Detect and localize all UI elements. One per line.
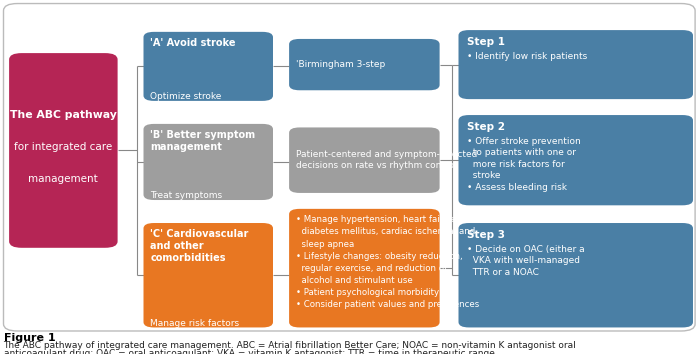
Text: Figure 1: Figure 1 xyxy=(4,333,55,343)
Text: 'A' Avoid stroke: 'A' Avoid stroke xyxy=(150,38,236,48)
Text: Manage risk factors: Manage risk factors xyxy=(150,319,239,327)
Text: Optimize stroke
prevention: Optimize stroke prevention xyxy=(150,92,222,112)
Text: Treat symptoms: Treat symptoms xyxy=(150,191,223,200)
Text: Patient-centered and symptom-directed
decisions on rate vs rhythm control: Patient-centered and symptom-directed de… xyxy=(296,150,477,170)
FancyBboxPatch shape xyxy=(144,223,273,327)
FancyBboxPatch shape xyxy=(144,32,273,101)
Text: The ABC pathway: The ABC pathway xyxy=(10,110,117,120)
Text: anticoagulant drug; OAC = oral anticoagulant; VKA = vitamin K antagonist; TTR = : anticoagulant drug; OAC = oral anticoagu… xyxy=(4,349,497,354)
FancyBboxPatch shape xyxy=(289,39,440,90)
FancyBboxPatch shape xyxy=(289,127,440,193)
Text: 'Birmingham 3-step: 'Birmingham 3-step xyxy=(296,60,385,69)
FancyBboxPatch shape xyxy=(458,30,693,99)
Text: 'B' Better symptom
management: 'B' Better symptom management xyxy=(150,130,256,152)
FancyBboxPatch shape xyxy=(4,4,695,331)
Text: • Identify low risk patients: • Identify low risk patients xyxy=(467,52,587,61)
Text: Step 3: Step 3 xyxy=(467,230,505,240)
Text: • Decide on OAC (either a
  VKA with well-managed
  TTR or a NOAC: • Decide on OAC (either a VKA with well-… xyxy=(467,245,584,277)
FancyBboxPatch shape xyxy=(144,124,273,200)
FancyBboxPatch shape xyxy=(458,115,693,205)
FancyBboxPatch shape xyxy=(458,223,693,327)
FancyBboxPatch shape xyxy=(9,53,118,248)
Text: 'C' Cardiovascular
and other
comorbidities: 'C' Cardiovascular and other comorbiditi… xyxy=(150,229,249,263)
Text: • Offer stroke prevention
  to patients with one or
  more risk factors for
  st: • Offer stroke prevention to patients wi… xyxy=(467,137,581,192)
Text: Step 2: Step 2 xyxy=(467,122,505,132)
Text: • Manage hypertension, heart failure,
  diabetes mellitus, cardiac ischemia, and: • Manage hypertension, heart failure, di… xyxy=(296,215,480,309)
Text: The ABC pathway of integrated care management. ABC = Atrial fibrillation Better : The ABC pathway of integrated care manag… xyxy=(4,341,576,350)
Text: for integrated care: for integrated care xyxy=(14,142,113,152)
Text: Step 1: Step 1 xyxy=(467,37,505,47)
Text: management: management xyxy=(29,174,98,184)
FancyBboxPatch shape xyxy=(289,209,440,327)
